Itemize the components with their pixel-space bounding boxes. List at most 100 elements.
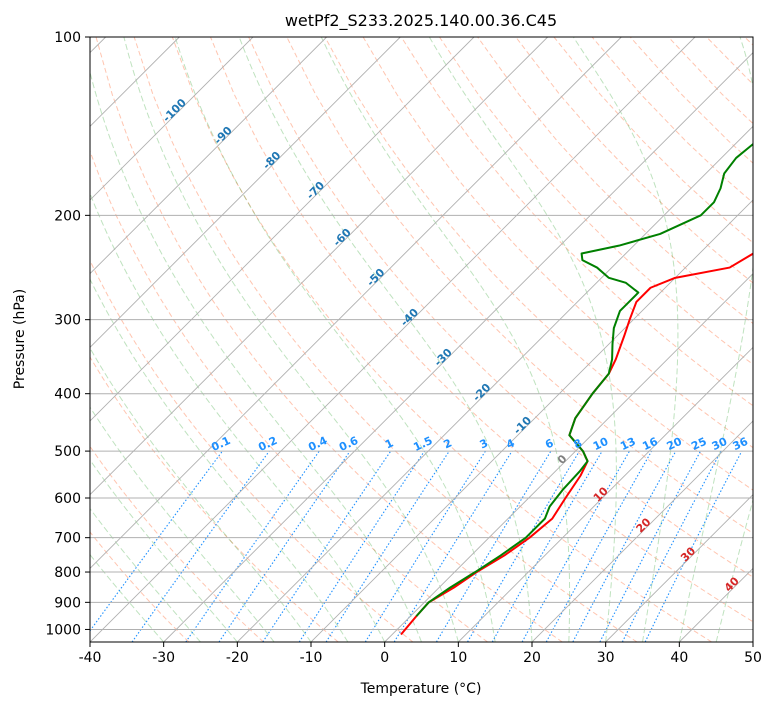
temperature-trace (400, 252, 753, 636)
dry-adiabat (95, 37, 563, 642)
moist-adiabat (174, 37, 496, 642)
dry-adiabat (210, 37, 753, 623)
isotherm-label: 10 (591, 484, 611, 504)
isotherm-label: -30 (432, 346, 455, 369)
dry-adiabat (248, 37, 753, 578)
dry-adiabat (90, 356, 339, 642)
y-tick-label: 900 (54, 595, 81, 611)
moist-adiabat (678, 37, 753, 642)
mixing-ratio-line (621, 450, 722, 642)
dry-adiabat (515, 37, 753, 284)
isotherm-line (90, 37, 622, 569)
dry-adiabat (90, 259, 414, 642)
y-tick-label: 400 (54, 387, 81, 403)
y-tick-label: 600 (54, 491, 81, 507)
mixing-ratio-line (185, 450, 320, 642)
background-labels: 0.1 0.2 0.4 0.6 1 1.5 2 3 4 6 8 10 13 16 20 25 30 36-100-… (160, 96, 750, 595)
mixing-ratio-label: 2 (442, 436, 454, 451)
x-tick-label: 50 (744, 650, 762, 666)
y-tick-label: 1000 (45, 622, 81, 638)
dry-adiabat (90, 531, 190, 642)
isotherm-line (237, 125, 753, 642)
mixing-ratio-line (218, 450, 351, 642)
dry-adiabat (90, 445, 264, 642)
dry-adiabat (324, 37, 753, 491)
mixing-ratio-label: 4 (504, 436, 517, 451)
y-tick-label: 500 (54, 444, 81, 460)
grid-layer (90, 37, 753, 642)
mixing-ratio-label: 3 (478, 436, 490, 451)
isotherm-line (90, 37, 401, 348)
moist-adiabat (90, 192, 386, 642)
x-tick-label: 0 (380, 650, 389, 666)
series-layer (400, 142, 753, 636)
isotherm-label: 40 (722, 574, 742, 594)
dry-adiabat (744, 37, 753, 46)
y-tick-label: 100 (54, 30, 81, 46)
moist-adiabat (90, 507, 201, 642)
mixing-ratio-line (393, 450, 513, 642)
moist-adiabat (90, 459, 238, 642)
dry-adiabat (171, 37, 712, 642)
mixing-ratio-label: 20 (665, 435, 685, 453)
mixing-ratio-label: 1 (383, 436, 395, 451)
isotherm-line (90, 37, 475, 422)
moist-adiabat (715, 498, 753, 642)
x-tick-label: -10 (300, 650, 323, 666)
mixing-ratio-label: 16 (640, 435, 660, 453)
mixing-ratio-line (435, 450, 552, 642)
plot-frame (89, 36, 754, 643)
x-tick-label: -40 (79, 650, 102, 666)
x-tick-label: -30 (152, 650, 175, 666)
y-axis-label: Pressure (hPa) (12, 289, 28, 389)
x-tick-label: 40 (670, 650, 688, 666)
mixing-ratio-line (545, 450, 653, 642)
moist-adiabat (320, 37, 571, 642)
isotherm-line (90, 37, 254, 201)
mixing-ratio-label: 36 (731, 435, 751, 453)
isotherm-line (605, 494, 753, 642)
isotherm-line (163, 52, 753, 642)
isotherm-label: -70 (304, 179, 327, 202)
isotherm-line (90, 37, 696, 642)
y-tick-label: 800 (54, 565, 81, 581)
mixing-ratio-label: 10 (591, 435, 611, 453)
moist-adiabat (428, 37, 617, 642)
mixing-ratio-line (325, 450, 450, 642)
isotherm-line (752, 641, 753, 642)
isotherm-line (90, 37, 327, 275)
moist-adiabat (90, 278, 349, 642)
isotherm-label: -20 (470, 381, 493, 404)
y-tick-label: 200 (54, 208, 81, 224)
chart-title: wetPf2_S233.2025.140.00.36.C45 (285, 11, 557, 31)
dry-adiabat (400, 37, 753, 407)
isotherm-line (531, 420, 753, 642)
mixing-ratio-line (599, 450, 702, 642)
isotherm-label: -90 (212, 124, 235, 147)
moist-adiabat (90, 70, 422, 642)
y-tick-label: 700 (54, 531, 81, 547)
mixing-ratio-line (467, 450, 580, 642)
dry-adiabat (439, 37, 753, 365)
y-tick-label: 300 (54, 313, 81, 329)
mixing-ratio-line (521, 450, 630, 642)
dry-adiabat (133, 37, 638, 642)
mixing-ratio-line (90, 450, 223, 632)
isotherm-line (458, 346, 753, 642)
isotherm-label: -60 (331, 226, 354, 249)
mixing-ratio-label: 13 (618, 435, 637, 453)
isotherm-line (310, 199, 753, 642)
mixing-ratio-line (298, 450, 425, 642)
moist-adiabat (572, 37, 679, 642)
isotherm-label: 20 (634, 515, 654, 535)
moist-adiabat (90, 406, 275, 642)
isotherm-label: -100 (160, 96, 189, 125)
moist-adiabat (238, 37, 533, 642)
x-tick-label: 30 (597, 650, 615, 666)
moist-adiabat (123, 37, 459, 642)
mixing-ratio-label: 25 (689, 435, 708, 453)
isotherm-label: -50 (364, 266, 387, 289)
x-tick-label: 20 (523, 650, 541, 666)
x-axis-label: Temperature (°C) (360, 681, 482, 697)
dewpoint-trace (415, 142, 753, 617)
